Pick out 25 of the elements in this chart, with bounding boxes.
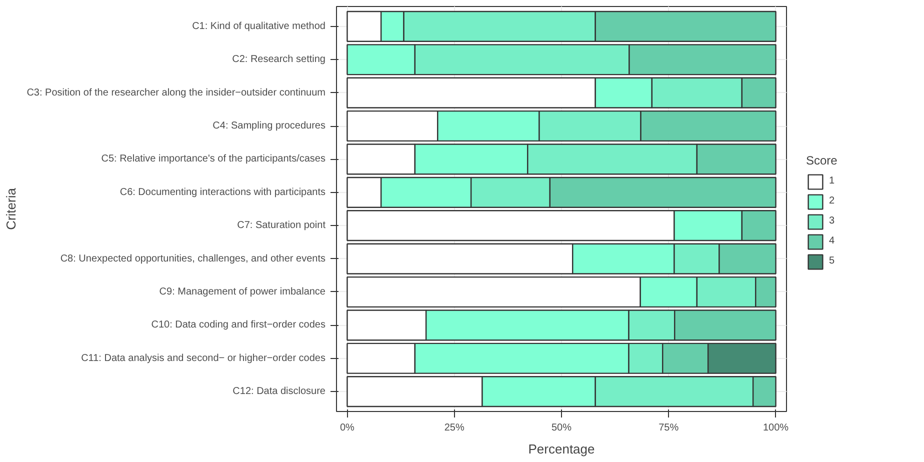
y-tick-label: C4: Sampling procedures [212,120,326,132]
y-tick-label: C10: Data coding and first−order codes [151,320,326,331]
legend-label: 5 [829,256,836,266]
x-tick-label: 75% [658,422,679,434]
y-tick-label: C9: Management of power imbalance [159,286,326,298]
y-tick-label: C7: Saturation point [237,220,326,232]
y-tick-label: C8: Unexpected opportunities, challenges, and other events [60,253,326,264]
y-tick-label: C11: Data analysis and second− or higher−order codes [81,352,326,364]
x-tick-label: 50% [551,422,572,434]
y-tick-label: C2: Research setting [232,54,326,66]
legend-label: 3 [829,216,836,226]
legend-label: 1 [829,176,836,186]
legend-label: 4 [829,236,836,246]
legend-title: Score [806,153,838,167]
y-tick-label: C12: Data disclosure [232,386,326,398]
y-tick-label: C1: Kind of qualitative method [192,20,326,32]
x-tick-label: 25% [444,422,464,434]
x-tick-label: 100% [763,422,789,434]
legend-label: 2 [829,196,836,206]
y-tick-label: C3: Position of the researcher along the insider−outsider continuum [26,87,326,98]
y-axis-title: Criteria [4,187,19,230]
x-axis-title: Percentage [528,442,595,456]
y-tick-label: C6: Documenting interactions with participants [120,186,326,198]
y-tick-label: C5: Relative importance's of the participants/cases [101,154,326,165]
x-tick-label: 0% [340,422,355,434]
